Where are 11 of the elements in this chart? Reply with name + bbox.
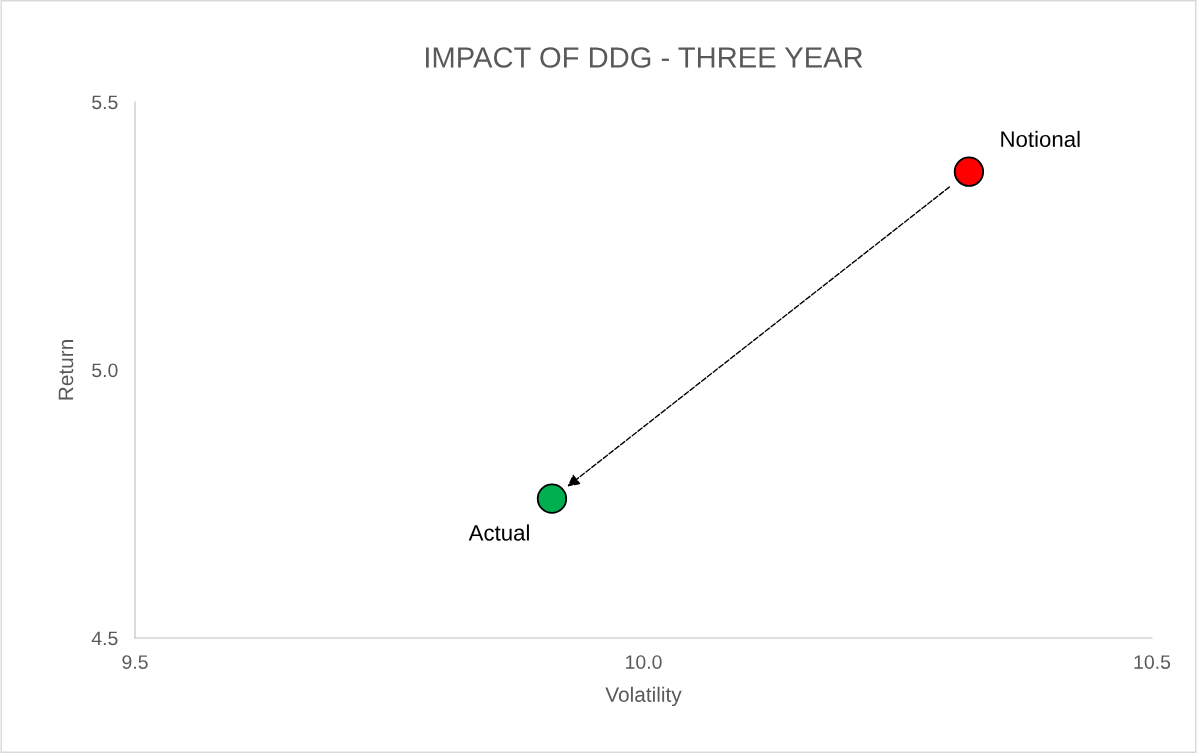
x-tick-label: 10.0 bbox=[626, 655, 662, 669]
chart-title: IMPACT OF DDG - THREE YEAR bbox=[426, 47, 863, 68]
y-tick-label: 5.5 bbox=[92, 95, 118, 110]
y-axis-title: Return bbox=[58, 340, 74, 400]
y-tick-label: 5.0 bbox=[92, 363, 118, 378]
x-tick-label: 9.5 bbox=[122, 655, 148, 669]
x-axis-title: Volatility bbox=[605, 686, 682, 707]
series-label: Actual bbox=[468, 524, 529, 541]
x-tick-label: 10.5 bbox=[1134, 655, 1171, 669]
y-tick-label: 4.5 bbox=[91, 631, 118, 646]
series-label: Notional bbox=[1001, 130, 1080, 148]
